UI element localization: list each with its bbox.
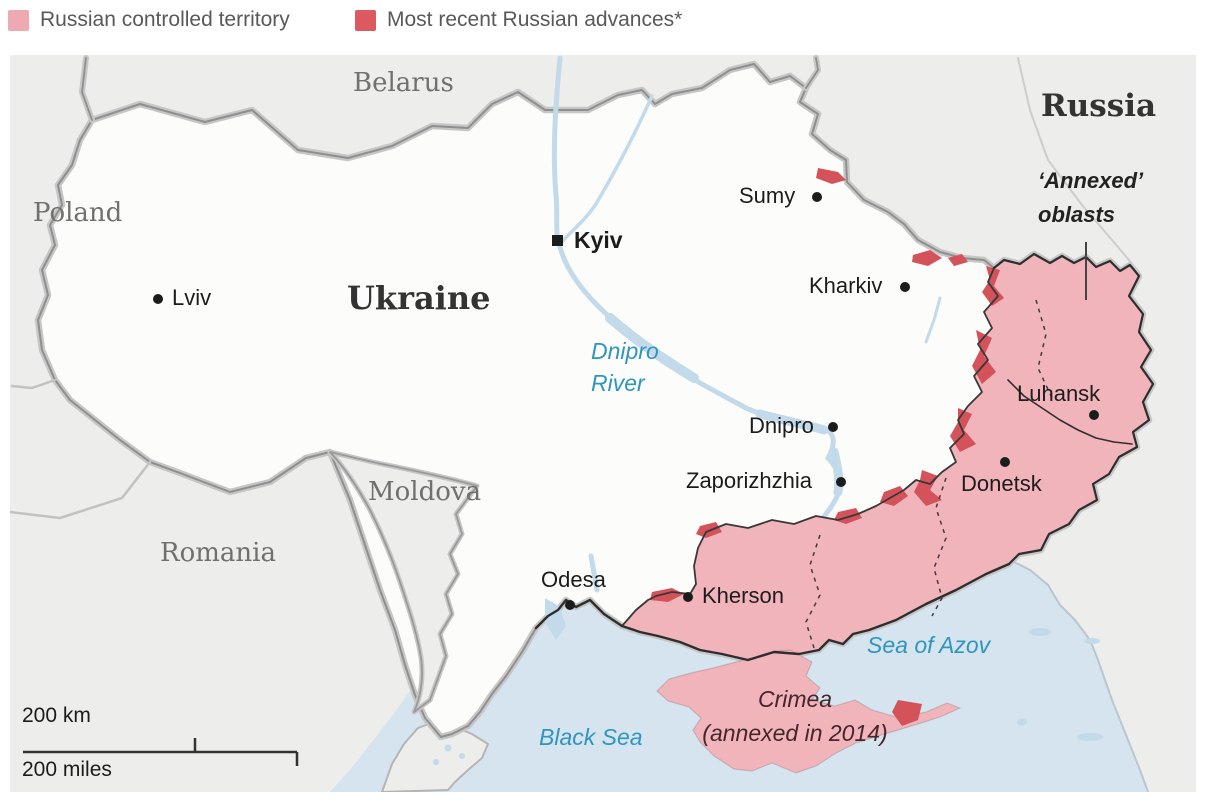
- city-marker-luhansk: [1089, 410, 1099, 420]
- legend-item-advances: Most recent Russian advances*: [355, 8, 682, 32]
- annexed-note-line1: ‘Annexed’: [1038, 168, 1144, 193]
- city-marker-zaporizhzhia: [836, 477, 846, 487]
- city-label-odesa: Odesa: [541, 567, 606, 592]
- country-label-russia: Russia: [1041, 88, 1157, 124]
- city-label-lviv: Lviv: [172, 285, 212, 310]
- city-label-donetsk: Donetsk: [961, 471, 1042, 496]
- city-label-sumy: Sumy: [739, 183, 796, 208]
- city-marker-kherson: [683, 592, 693, 602]
- front-line-and-dark-borders: [534, 252, 1155, 662]
- recent-advances-swatch-icon: [355, 9, 376, 31]
- dniester-estuary: [545, 598, 566, 640]
- small-lakes: [433, 628, 1103, 765]
- city-label-kherson: Kherson: [702, 583, 784, 608]
- russia-azov-coastline: [1009, 559, 1149, 792]
- city-marker-kharkiv: [900, 282, 910, 292]
- scale-label-miles: 200 miles: [22, 758, 112, 781]
- region-label-crimea-line2: (annexed in 2014): [702, 720, 888, 746]
- legend-label: Most recent Russian advances*: [387, 8, 683, 31]
- annexed-note-line2: oblasts: [1038, 202, 1116, 227]
- city-label-kharkiv: Kharkiv: [809, 273, 883, 298]
- city-marker-dnipro: [828, 422, 838, 432]
- country-label-belarus: Belarus: [353, 68, 454, 98]
- capital-marker-kyiv: [552, 235, 563, 246]
- neighbour-borders: [10, 55, 1140, 520]
- legend-item-controlled: Russian controlled territory: [8, 8, 290, 32]
- controlled-territory-area: [622, 254, 1153, 660]
- moldova-shape: [327, 449, 480, 715]
- scale-label-km: 200 km: [22, 704, 91, 727]
- country-label-romania: Romania: [160, 538, 276, 568]
- city-label-kyiv: Kyiv: [574, 227, 623, 253]
- city-marker-sumy: [812, 192, 822, 202]
- ukraine-map-svg: [10, 55, 1196, 792]
- crimea-shape: [656, 649, 962, 774]
- city-marker-lviv: [153, 294, 163, 304]
- water-label-black-sea: Black Sea: [539, 724, 643, 750]
- region-label-crimea-line1: Crimea: [757, 686, 833, 712]
- map-canvas: [10, 55, 1196, 792]
- country-label-moldova: Moldova: [368, 477, 482, 507]
- water-label-dnipro-river-line1: Dnipro: [591, 338, 659, 364]
- water-label-sea-of-azov: Sea of Azov: [867, 632, 991, 658]
- city-marker-donetsk: [1000, 457, 1010, 467]
- water-label-dnipro-river-line2: River: [591, 370, 645, 396]
- city-label-dnipro: Dnipro: [749, 413, 814, 438]
- city-label-luhansk: Luhansk: [1017, 381, 1101, 406]
- city-label-zaporizhzhia: Zaporizhzhia: [686, 468, 812, 493]
- scale-bar: [23, 738, 299, 766]
- oblast-dashed-borders: [805, 299, 1053, 649]
- country-label-ukraine: Ukraine: [347, 279, 491, 317]
- country-label-poland: Poland: [33, 198, 123, 228]
- danube-delta-land: [380, 720, 490, 792]
- city-marker-odesa: [565, 600, 575, 610]
- legend-label: Russian controlled territory: [40, 8, 290, 31]
- controlled-territory-swatch-icon: [8, 9, 29, 31]
